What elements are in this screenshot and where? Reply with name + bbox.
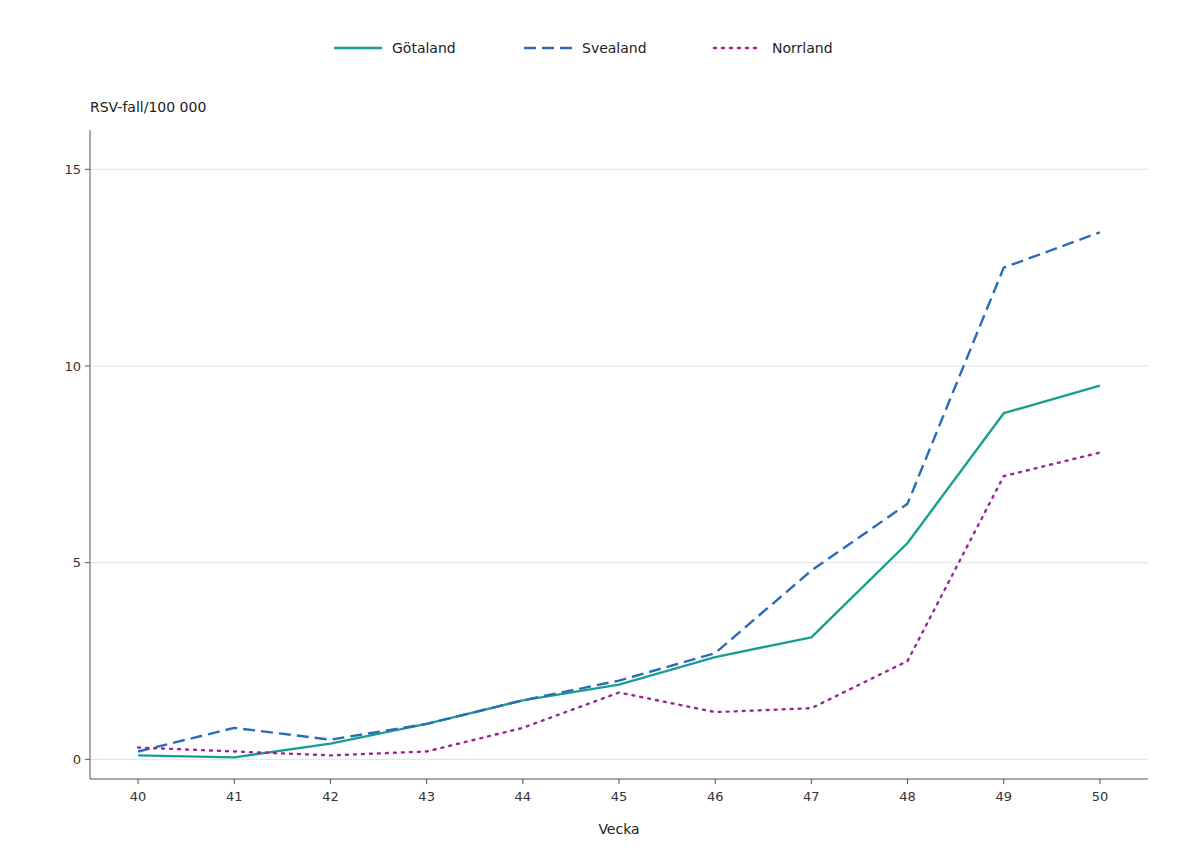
- x-tick-label: 48: [899, 789, 916, 804]
- grid-line: [90, 169, 1148, 170]
- x-tick-label: 43: [418, 789, 435, 804]
- legend-swatch: [714, 47, 762, 49]
- x-tick: [330, 779, 331, 784]
- x-tick-label: 47: [803, 789, 820, 804]
- chart: 40 41 42 43 44 45 46 47 48 49 50 0 5 10 15 Vecka RSV-fal…: [0, 0, 1188, 864]
- legend: Götaland Svealand Norrland: [334, 40, 833, 56]
- y-tick: [85, 366, 90, 367]
- legend-label: Götaland: [392, 40, 456, 56]
- x-tick-label: 44: [515, 789, 532, 804]
- series-line: [138, 453, 1100, 756]
- x-tick: [234, 779, 235, 784]
- grid-line: [90, 366, 1148, 367]
- x-tick-label: 42: [322, 789, 339, 804]
- y-tick: [85, 759, 90, 760]
- x-tick-label: 40: [130, 789, 147, 804]
- grid-line: [90, 759, 1148, 760]
- y-axis-label: RSV-fall/100 000: [90, 99, 206, 115]
- grid-line: [90, 562, 1148, 563]
- y-tick: [85, 169, 90, 170]
- x-tick-label: 41: [226, 789, 243, 804]
- y-tick-label: 15: [64, 162, 81, 177]
- x-tick: [1003, 779, 1004, 784]
- x-tick-label: 45: [611, 789, 628, 804]
- x-tick: [619, 779, 620, 784]
- legend-swatch: [524, 47, 572, 49]
- y-tick-label: 5: [73, 555, 81, 570]
- x-tick: [811, 779, 812, 784]
- series-group: [138, 232, 1100, 757]
- x-tick: [715, 779, 716, 784]
- series-line: [138, 232, 1100, 751]
- x-tick: [522, 779, 523, 784]
- x-tick-label: 49: [995, 789, 1012, 804]
- legend-label: Svealand: [582, 40, 647, 56]
- x-axis-label: Vecka: [598, 821, 639, 837]
- y-axis-line: [90, 130, 91, 779]
- legend-swatch: [334, 47, 382, 49]
- y-tick-label: 0: [73, 752, 81, 767]
- legend-label: Norrland: [772, 40, 833, 56]
- x-tick: [1099, 779, 1100, 784]
- x-tick: [138, 779, 139, 784]
- y-tick: [85, 562, 90, 563]
- x-tick: [907, 779, 908, 784]
- x-tick: [426, 779, 427, 784]
- x-tick-label: 50: [1092, 789, 1109, 804]
- grid: [90, 169, 1148, 759]
- x-tick-label: 46: [707, 789, 724, 804]
- axes: 40 41 42 43 44 45 46 47 48 49 50 0 5 10 15: [64, 130, 1148, 804]
- series-line: [138, 386, 1100, 758]
- y-tick-label: 10: [64, 359, 81, 374]
